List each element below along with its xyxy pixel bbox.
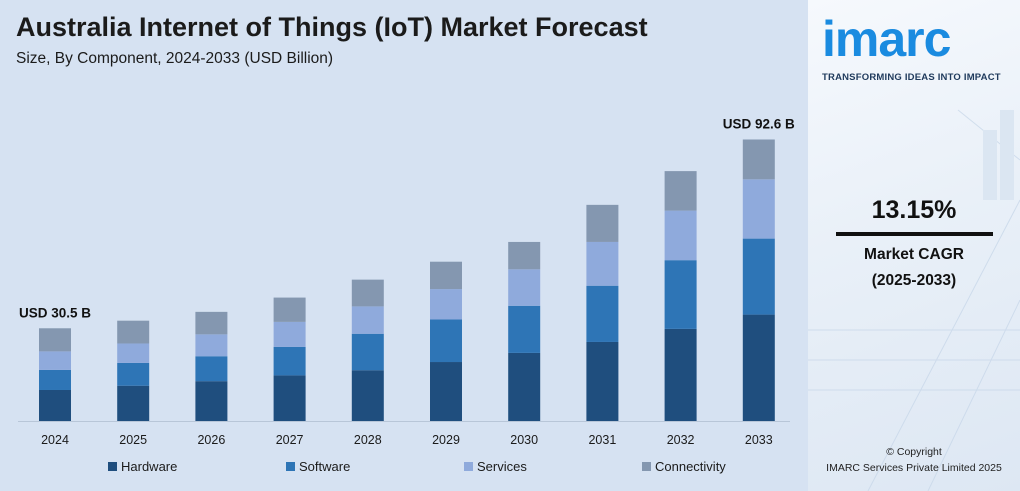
imarc-logo: imarc TRANSFORMING IDEAS INTO IMPACT bbox=[822, 14, 1012, 83]
copyright: © Copyright IMARC Services Private Limit… bbox=[808, 444, 1020, 476]
cagr-divider bbox=[836, 232, 993, 236]
legend-label-services: Services bbox=[477, 459, 527, 474]
x-tick-label-2031: 2031 bbox=[588, 433, 616, 447]
bar-segment-connectivity-2030 bbox=[508, 241, 541, 270]
bar-segment-services-2024 bbox=[39, 351, 71, 370]
bar-segment-services-2031 bbox=[586, 241, 619, 286]
bar-segment-software-2030 bbox=[508, 305, 541, 353]
chart-panel: Australia Internet of Things (IoT) Marke… bbox=[0, 0, 808, 491]
x-tick-label-2027: 2027 bbox=[276, 433, 304, 447]
bar-segment-software-2028 bbox=[351, 333, 384, 371]
legend-swatch-hardware bbox=[108, 462, 117, 471]
logo-wordmark: imarc bbox=[822, 11, 951, 67]
bar-segment-software-2032 bbox=[664, 260, 697, 329]
legend-label-hardware: Hardware bbox=[121, 459, 178, 474]
bar-segment-connectivity-2029 bbox=[430, 261, 462, 290]
bar-segment-hardware-2027 bbox=[273, 375, 306, 421]
bar-segment-services-2025 bbox=[117, 343, 150, 363]
bar-segment-software-2025 bbox=[117, 362, 150, 386]
bar-segment-connectivity-2031 bbox=[586, 204, 619, 242]
stacked-bar-chart: 2024 USD 30.5 B 2025 2026 2027 2028 2029 2030 20… bbox=[18, 116, 795, 447]
cagr-period: (2025-2033) bbox=[871, 272, 957, 289]
bar-segment-services-2028 bbox=[351, 306, 384, 334]
bar-segment-services-2030 bbox=[508, 269, 541, 306]
bar-segment-services-2027 bbox=[273, 321, 306, 347]
copyright-line-2: IMARC Services Private Limited 2025 bbox=[826, 462, 1002, 474]
chart-subtitle: Size, By Component, 2024-2033 (USD Billi… bbox=[16, 50, 334, 67]
bar-segment-software-2033 bbox=[742, 238, 775, 315]
legend-label-connectivity: Connectivity bbox=[655, 459, 726, 474]
x-tick-label-2025: 2025 bbox=[119, 433, 147, 447]
x-tick-label-2032: 2032 bbox=[667, 433, 695, 447]
bar-segment-software-2031 bbox=[586, 285, 619, 342]
data-label-2033: USD 92.6 B bbox=[723, 116, 795, 131]
bar-segment-connectivity-2026 bbox=[195, 311, 228, 335]
cagr-label: Market CAGR bbox=[864, 246, 964, 263]
bar-segment-connectivity-2027 bbox=[273, 297, 306, 322]
x-tick-label-2030: 2030 bbox=[510, 433, 538, 447]
bar-segment-hardware-2025 bbox=[117, 385, 150, 421]
bar-segment-connectivity-2033 bbox=[742, 139, 775, 180]
bar-segment-services-2033 bbox=[742, 179, 775, 239]
legend-item-hardware: Hardware bbox=[108, 459, 286, 474]
legend-item-connectivity: Connectivity bbox=[642, 459, 820, 474]
bar-segment-software-2029 bbox=[430, 319, 462, 363]
legend-swatch-services bbox=[464, 462, 473, 471]
legend-swatch-connectivity bbox=[642, 462, 651, 471]
logo-tagline: TRANSFORMING IDEAS INTO IMPACT bbox=[822, 72, 1001, 83]
bar-segment-connectivity-2032 bbox=[664, 171, 697, 211]
legend-item-software: Software bbox=[286, 459, 464, 474]
copyright-line-1: © Copyright bbox=[886, 446, 942, 458]
data-label-2024: USD 30.5 B bbox=[19, 305, 91, 320]
side-panel: imarc TRANSFORMING IDEAS INTO IMPACT 13.… bbox=[808, 0, 1020, 491]
bar-segment-hardware-2028 bbox=[351, 370, 384, 421]
x-tick-label-2028: 2028 bbox=[354, 433, 382, 447]
bar-segment-hardware-2026 bbox=[195, 381, 228, 421]
bar-segment-hardware-2030 bbox=[508, 352, 541, 421]
bar-segment-hardware-2029 bbox=[430, 362, 462, 421]
decorative-background bbox=[808, 109, 1020, 491]
x-tick-label-2029: 2029 bbox=[432, 433, 460, 447]
bar-segment-hardware-2024 bbox=[39, 389, 71, 421]
x-tick-label-2033: 2033 bbox=[745, 433, 773, 447]
bar-segment-connectivity-2028 bbox=[351, 279, 384, 307]
bar-segment-services-2026 bbox=[195, 334, 228, 357]
bar-segment-software-2026 bbox=[195, 356, 228, 382]
bar-segment-software-2027 bbox=[273, 346, 306, 376]
bar-segment-services-2029 bbox=[430, 289, 462, 320]
bar-segment-hardware-2031 bbox=[586, 341, 619, 421]
bar-segment-connectivity-2024 bbox=[39, 328, 71, 352]
x-tick-label-2026: 2026 bbox=[197, 433, 225, 447]
cagr-value: 13.15% bbox=[871, 196, 957, 224]
chart-legend: Hardware Software Services Connectivity bbox=[108, 459, 820, 474]
bar-segment-hardware-2032 bbox=[664, 328, 697, 421]
chart-title: Australia Internet of Things (IoT) Marke… bbox=[16, 12, 648, 42]
bar-segment-software-2024 bbox=[39, 369, 71, 390]
legend-item-services: Services bbox=[464, 459, 642, 474]
legend-label-software: Software bbox=[299, 459, 351, 474]
bar-segment-connectivity-2025 bbox=[117, 320, 150, 344]
x-tick-label-2024: 2024 bbox=[41, 433, 69, 447]
bar-segment-hardware-2033 bbox=[742, 314, 775, 421]
bar-segment-services-2032 bbox=[664, 210, 697, 261]
legend-swatch-software bbox=[286, 462, 295, 471]
